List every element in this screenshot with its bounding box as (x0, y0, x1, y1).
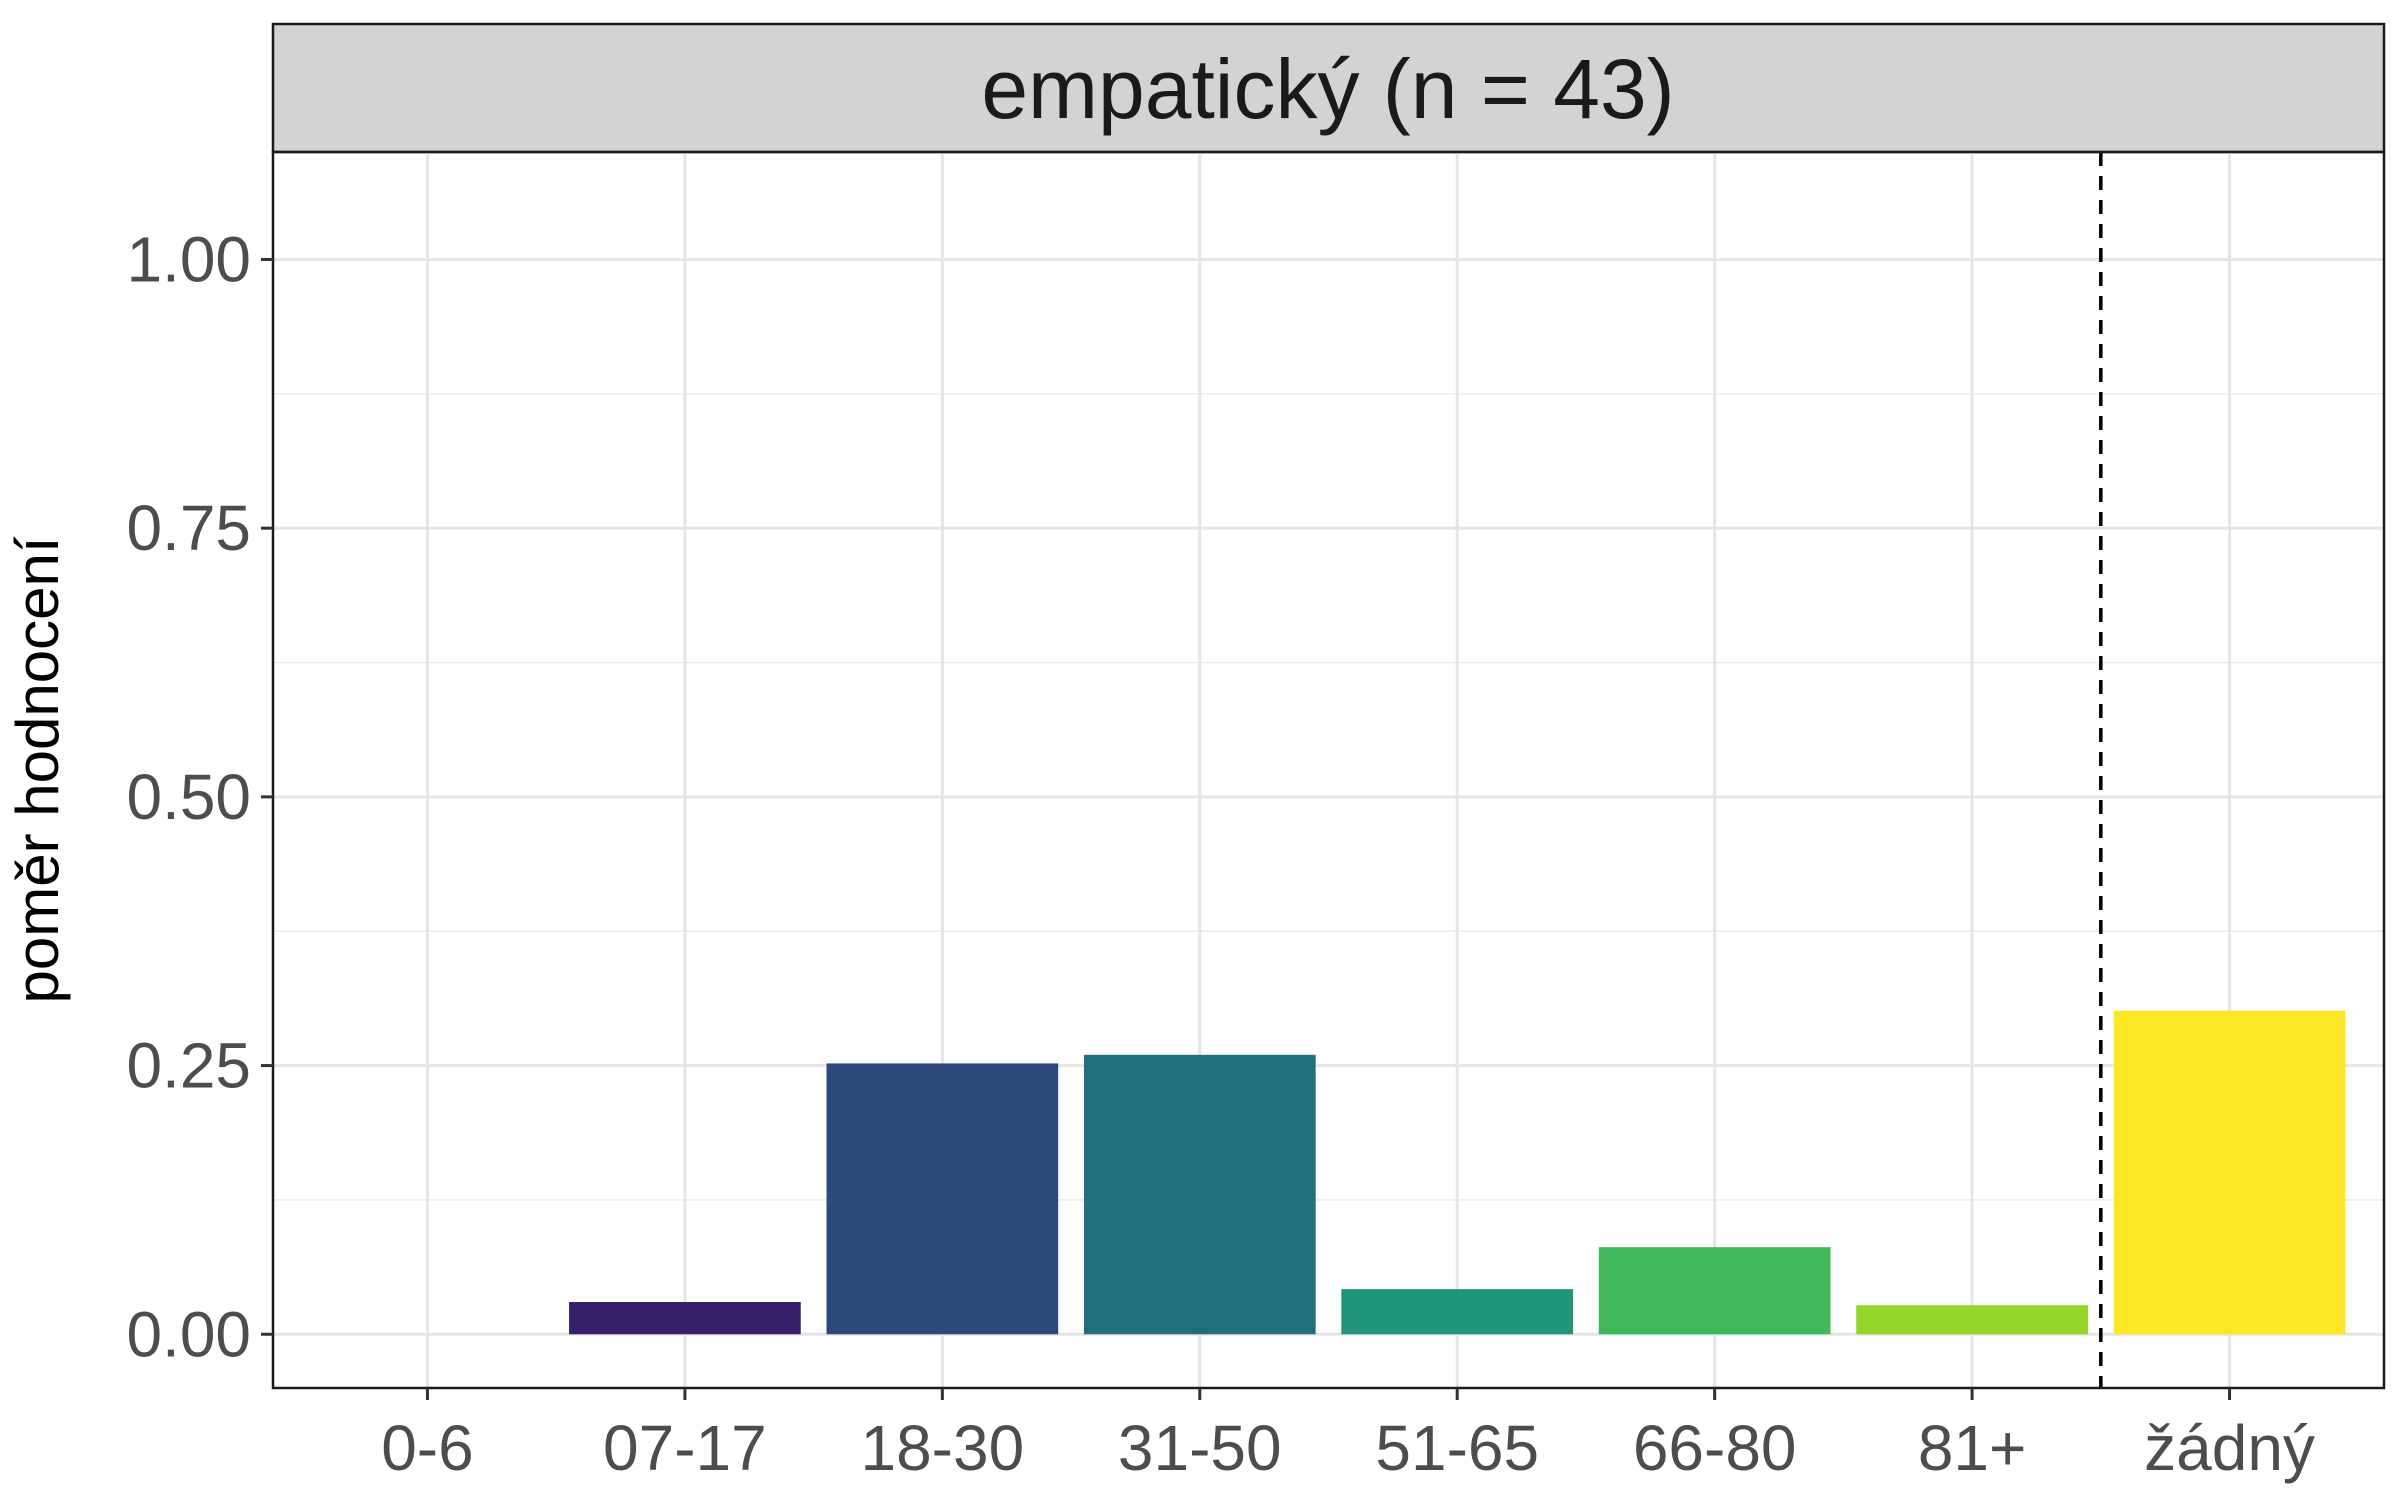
y-tick-label: 0.25 (126, 1030, 251, 1102)
bar-07-17 (569, 1302, 801, 1335)
bar-layer (569, 1010, 2346, 1335)
x-tick-label: žádný (2144, 1412, 2315, 1484)
x-tick-label: 66-80 (1633, 1412, 1797, 1484)
y-tick-label: 0.50 (126, 761, 251, 833)
chart-title: empatický (n = 43) (981, 42, 1674, 136)
bar-66-80 (1598, 1247, 1831, 1335)
x-tick-label: 31-50 (1118, 1412, 1282, 1484)
x-tick-label: 07-17 (603, 1412, 767, 1484)
facet-strip (271, 22, 2386, 154)
y-tick-label: 0.75 (126, 492, 251, 564)
x-tick-label: 0-6 (381, 1412, 474, 1484)
bar-81+ (1856, 1305, 2088, 1335)
x-tick-label: 51-65 (1375, 1412, 1539, 1484)
x-tick-label: 81+ (1918, 1412, 2027, 1484)
y-tick-label: 0.00 (126, 1298, 251, 1370)
bar-18-30 (826, 1063, 1059, 1335)
y-tick-label: 1.00 (126, 223, 251, 295)
grid-layer (273, 152, 2384, 1388)
panel-border (271, 150, 2386, 1390)
bar-31-50 (1083, 1054, 1316, 1335)
axis-layer: 0.00 0.25 0.50 0.75 1.00 0-6 07-17 18-30 31-50 51… (126, 223, 2314, 1484)
x-tick-label: 18-30 (860, 1412, 1024, 1484)
bar-51-65 (1341, 1289, 1574, 1335)
bar-žádný (2113, 1010, 2346, 1335)
y-axis-label: poměr hodnocení (4, 536, 71, 1003)
